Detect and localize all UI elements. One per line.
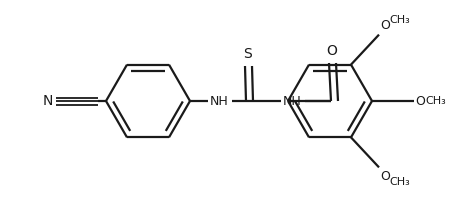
Text: N: N (43, 94, 53, 108)
Text: S: S (243, 47, 252, 61)
Text: O: O (327, 44, 337, 58)
Text: O: O (380, 170, 390, 183)
Text: CH₃: CH₃ (425, 96, 446, 106)
Text: O: O (380, 19, 390, 32)
Text: CH₃: CH₃ (389, 177, 410, 187)
Text: CH₃: CH₃ (389, 15, 410, 25)
Text: NH: NH (283, 95, 302, 107)
Text: NH: NH (210, 95, 229, 107)
Text: O: O (415, 95, 425, 107)
